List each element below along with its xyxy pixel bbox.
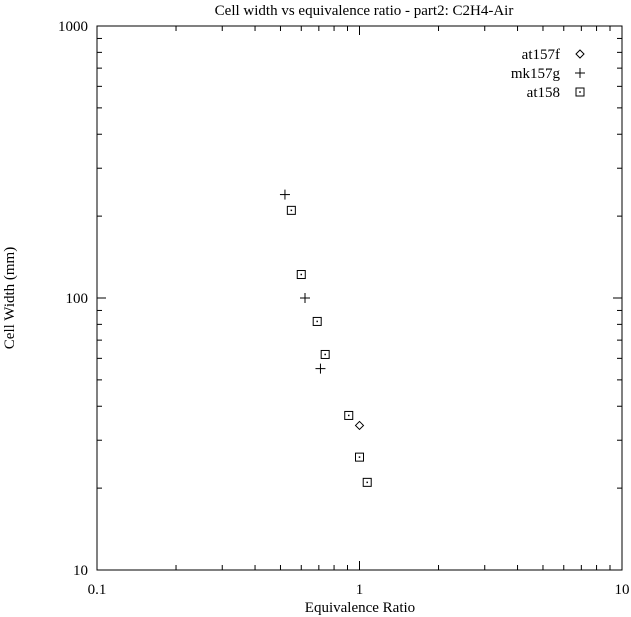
- data-point: [320, 349, 330, 359]
- chart-title: Cell width vs equivalence ratio - part2:…: [215, 3, 514, 19]
- legend-item: mk157g: [511, 66, 585, 82]
- data-point: [344, 410, 354, 420]
- x-tick-label: 0.1: [88, 582, 107, 598]
- data-point: [354, 420, 365, 431]
- square-marker-center-dot: [300, 273, 303, 276]
- y-tick-label: 1000: [58, 19, 88, 35]
- square-marker-center-dot: [324, 353, 326, 356]
- data-point: [279, 189, 290, 200]
- data-point: [355, 452, 364, 462]
- legend-marker: [575, 68, 585, 78]
- square-marker: [575, 87, 585, 97]
- square-marker-center-dot: [579, 91, 581, 93]
- legend-marker: [575, 87, 585, 97]
- plot-frame: [96, 25, 623, 571]
- square-marker-center-dot: [290, 209, 293, 212]
- y-axis-ticks: [97, 25, 622, 571]
- diamond-marker: [575, 49, 585, 59]
- square-marker: [344, 410, 354, 420]
- data-point: [315, 363, 326, 374]
- y-axis-label: Cell Width (mm): [2, 247, 18, 349]
- legend-item: at158: [527, 85, 585, 101]
- square-marker-center-dot: [316, 320, 318, 323]
- square-marker: [362, 477, 372, 487]
- data-point: [362, 477, 372, 487]
- series-at158: [286, 205, 372, 487]
- data-point: [296, 270, 306, 280]
- y-tick-label: 10: [73, 563, 88, 579]
- square-marker-center-dot: [366, 481, 368, 484]
- square-marker: [312, 316, 322, 326]
- x-axis-label: Equivalence Ratio: [305, 600, 415, 616]
- series-at157f: [354, 420, 365, 431]
- legend-marker: [575, 49, 585, 59]
- series-mk157g: [279, 189, 326, 374]
- legend-item: at157f: [522, 47, 585, 63]
- data-point: [300, 293, 311, 303]
- x-axis-ticks: [96, 26, 623, 570]
- square-marker-center-dot: [347, 414, 350, 417]
- square-marker: [296, 270, 306, 280]
- square-marker-center-dot: [358, 456, 361, 458]
- x-tick-label: 1: [356, 582, 364, 598]
- diamond-marker: [354, 420, 365, 431]
- square-marker: [355, 452, 364, 462]
- legend: at157f mk157g at158: [511, 47, 585, 101]
- legend-label: at158: [527, 85, 560, 101]
- x-axis-tick-labels: 0.1 1 10: [88, 582, 630, 598]
- y-tick-label: 100: [66, 291, 89, 307]
- legend-label: at157f: [522, 47, 560, 63]
- square-marker: [320, 349, 330, 359]
- data-point: [312, 316, 322, 326]
- x-tick-label: 10: [615, 582, 630, 598]
- data-point: [286, 205, 296, 215]
- data-series: [279, 189, 372, 487]
- y-axis-tick-labels: 10 100 1000: [58, 19, 88, 579]
- legend-label: mk157g: [511, 66, 561, 82]
- square-marker: [286, 205, 296, 215]
